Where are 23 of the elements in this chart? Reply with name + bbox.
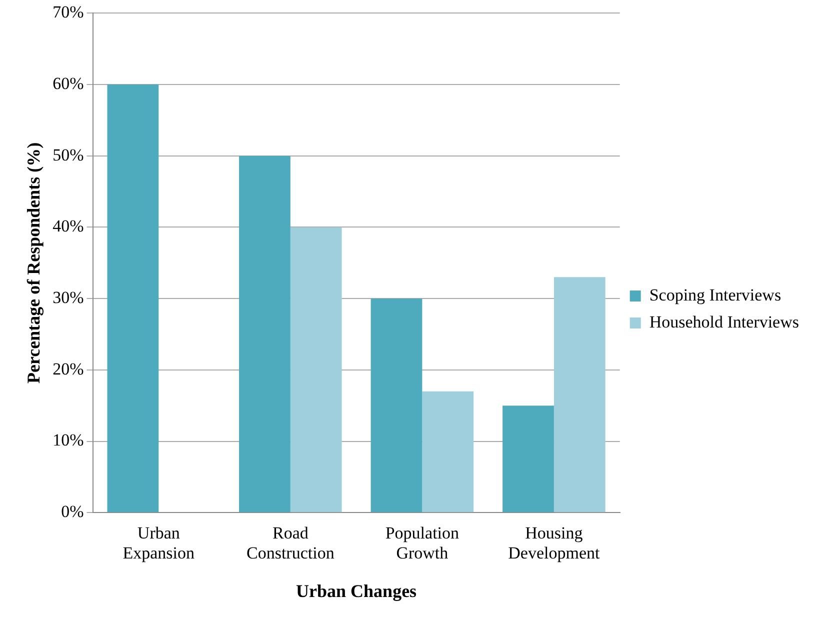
x-axis-title: Urban Changes (296, 580, 417, 601)
bar (370, 298, 422, 512)
x-tick-label: Urban Expansion (122, 523, 196, 563)
y-tick-label: 60% (52, 74, 84, 94)
legend-label: Scoping Interviews (649, 285, 782, 304)
y-tick-label: 50% (52, 145, 84, 164)
bar (422, 391, 474, 512)
bar (107, 84, 159, 512)
y-tick-label: 20% (52, 359, 84, 378)
y-axis-title: Percentage of Respondents (%) (23, 142, 44, 384)
x-tick-label: Housing Development (508, 523, 600, 563)
bar (554, 277, 606, 512)
x-tick-label: Population Growth (385, 523, 460, 563)
bar (239, 156, 290, 512)
bar (502, 406, 554, 512)
y-tick-label: 10% (52, 430, 84, 450)
legend-label: Household Interviews (649, 312, 800, 332)
y-tick-label: 70% (52, 2, 84, 22)
y-tick-label: 0% (61, 502, 84, 522)
y-tick-label: 40% (52, 216, 84, 236)
bar (290, 227, 342, 512)
y-tick-label: 30% (52, 288, 84, 308)
x-tick-label: Road Construction (246, 523, 335, 563)
